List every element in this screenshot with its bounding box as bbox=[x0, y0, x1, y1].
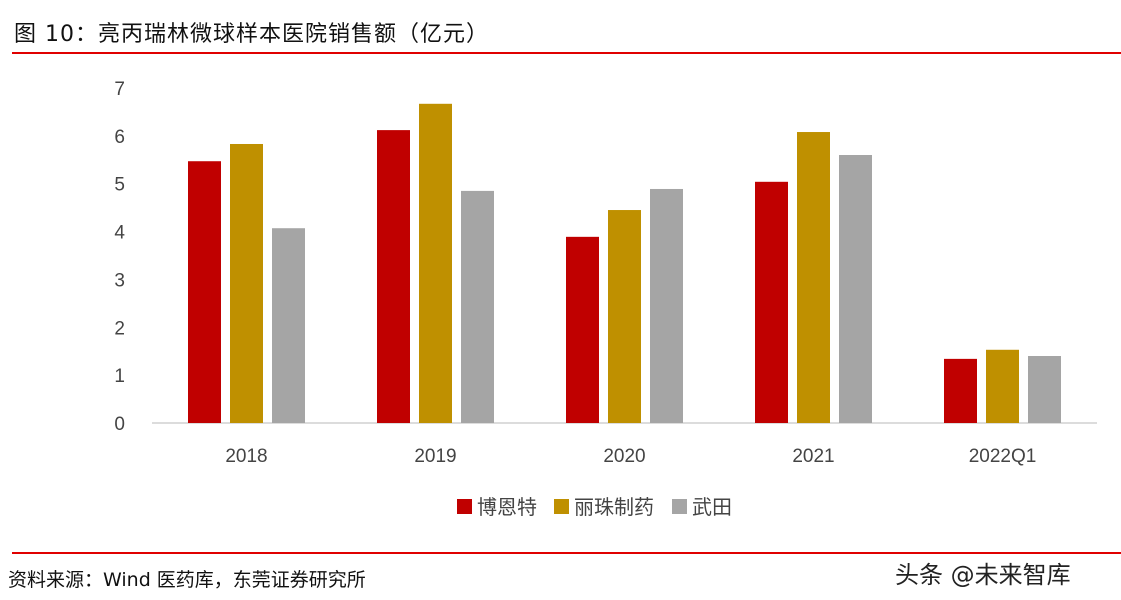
bar-2021-0 bbox=[755, 181, 788, 423]
legend-swatch bbox=[554, 499, 569, 514]
bar-2019-2 bbox=[461, 190, 494, 423]
x-tick-label: 2021 bbox=[792, 446, 834, 467]
bar-2022Q1-0 bbox=[944, 358, 977, 423]
source-note: 资料来源：Wind 医药库，东莞证券研究所 bbox=[8, 569, 366, 591]
bar-2020-0 bbox=[566, 236, 599, 423]
bar-2018-1 bbox=[230, 143, 263, 423]
footer-divider bbox=[12, 552, 1121, 554]
legend-label: 丽珠制药 bbox=[574, 495, 654, 519]
x-tick-label: 2019 bbox=[414, 446, 456, 467]
bar-2022Q1-1 bbox=[986, 349, 1019, 423]
bar-2022Q1-2 bbox=[1028, 356, 1061, 423]
bar-2019-1 bbox=[419, 103, 452, 424]
bar-chart: 0 1 2 3 4 5 6 7 2018 2019 2020 2021 2022Q1 博恩特 丽珠制药 武田 bbox=[114, 79, 1097, 519]
y-tick-label: 0 bbox=[114, 414, 125, 435]
bar-2020-2 bbox=[650, 188, 683, 423]
x-tick-label: 2020 bbox=[603, 446, 645, 467]
bar-2018-0 bbox=[188, 161, 221, 423]
x-tick-label: 2022Q1 bbox=[969, 446, 1037, 467]
y-tick-label: 2 bbox=[114, 318, 125, 339]
bar-2021-1 bbox=[797, 132, 830, 423]
bar-2020-1 bbox=[608, 210, 641, 423]
bar-2018-2 bbox=[272, 228, 305, 423]
bar-2021-2 bbox=[839, 155, 872, 423]
y-tick-label: 5 bbox=[114, 175, 125, 196]
y-tick-label: 6 bbox=[114, 127, 125, 148]
title-divider bbox=[12, 52, 1121, 54]
y-tick-label: 3 bbox=[114, 270, 125, 291]
y-tick-label: 1 bbox=[114, 366, 125, 387]
x-tick-label: 2018 bbox=[225, 446, 267, 467]
legend-swatch bbox=[457, 499, 472, 514]
watermark: 头条 @未来智库 bbox=[895, 561, 1071, 589]
legend-label: 武田 bbox=[692, 495, 732, 519]
legend-swatch bbox=[672, 499, 687, 514]
legend-label: 博恩特 bbox=[477, 495, 537, 519]
y-tick-label: 4 bbox=[114, 223, 125, 244]
y-tick-label: 7 bbox=[114, 79, 125, 100]
bar-2019-0 bbox=[377, 130, 410, 423]
chart-title: 图 10：亮丙瑞林微球样本医院销售额（亿元） bbox=[14, 22, 489, 47]
